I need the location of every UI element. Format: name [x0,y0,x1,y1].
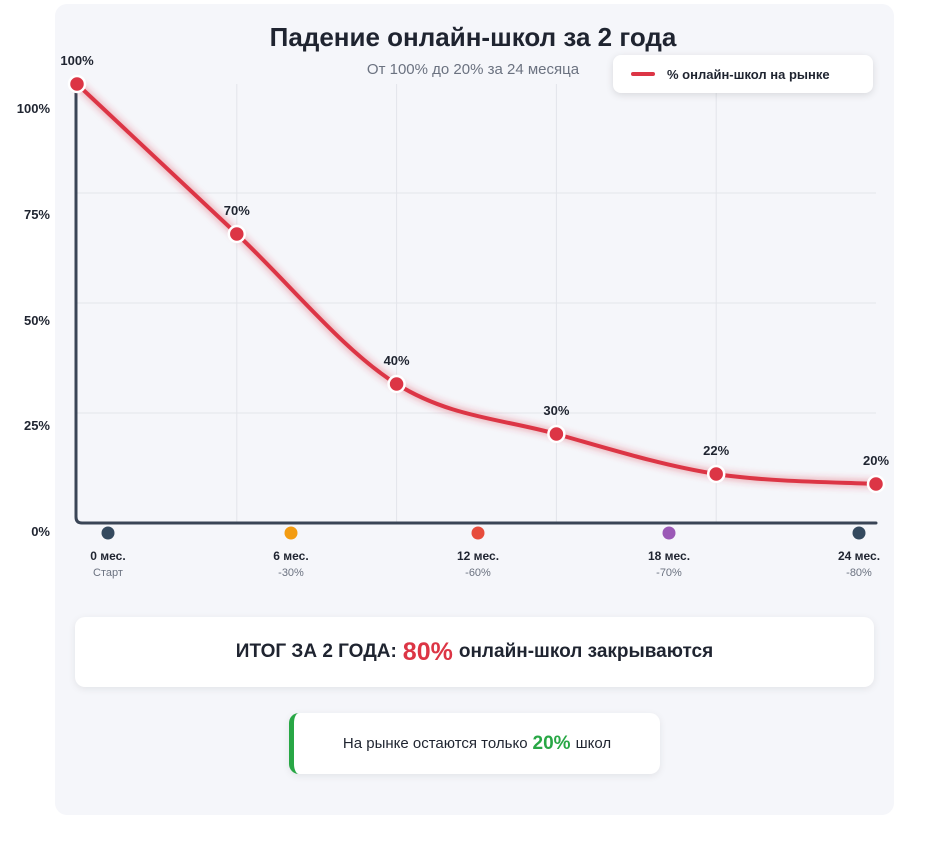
legend-label: % онлайн-школ на рынке [667,66,830,82]
y-tick-label: 100% [17,101,51,116]
milestone-label: 6 мес. [273,549,308,563]
data-label: 100% [60,53,94,68]
data-point[interactable] [547,424,566,444]
milestone-dot [662,526,676,540]
data-point[interactable] [706,464,726,484]
data-label: 40% [384,353,410,368]
y-tick-labels: 0% 25% 50% 75% 100% [17,101,51,539]
milestone-sublabel: Старт [93,567,123,579]
milestone-sublabel: -60% [465,567,491,579]
series-line-glow [74,81,877,488]
data-point[interactable] [387,374,406,394]
summary-prefix: ИТОГ ЗА 2 ГОДА: [235,641,397,662]
data-label: 70% [224,203,250,218]
remaining-note: На рынке остаются только 20% школ [289,713,660,774]
data-label: 30% [543,403,569,418]
milestone-label: 0 мес. [90,549,125,563]
data-labels: 100% 70% 40% 30% 22% 20% [60,53,889,468]
chart-subtitle: От 100% до 20% за 24 месяца [366,61,580,78]
summary-value: 80% [402,637,453,666]
legend: % онлайн-школ на рынке [613,55,873,93]
legend-swatch [631,72,655,76]
data-point[interactable] [227,224,247,244]
y-tick-label: 50% [24,313,50,328]
data-point[interactable] [67,74,87,94]
milestone-dot [852,526,866,540]
data-points [67,74,886,494]
data-point[interactable] [866,474,886,494]
note-prefix: На рынке остаются только [342,735,528,752]
grid [76,84,876,523]
milestone-label: 24 мес. [838,549,880,563]
line-chart: 0% 25% 50% 75% 100% 100% 70% 40% 30% 22% 20% 0 ме… [17,53,890,579]
milestone-dot [471,526,485,540]
summary-box: ИТОГ ЗА 2 ГОДА: 80% онлайн-школ закрываю… [75,617,874,687]
series-line-path [75,82,878,486]
milestones: 0 мес. Старт 6 мес. -30% 12 мес. -60% 18 мес. -… [90,526,880,579]
series-line [74,81,878,488]
y-tick-label: 25% [24,418,50,433]
milestone-label: 12 мес. [457,549,499,563]
y-tick-label: 0% [31,524,50,539]
milestone-dot [284,526,298,540]
milestone-sublabel: -80% [846,567,872,579]
milestone-sublabel: -30% [278,567,304,579]
chart-title: Падение онлайн-школ за 2 года [269,22,677,52]
summary-suffix: онлайн-школ закрываются [458,641,714,662]
milestone-label: 18 мес. [648,549,690,563]
data-label: 22% [703,443,729,458]
axes [74,82,878,525]
note-value: 20% [532,732,571,754]
data-label: 20% [863,453,889,468]
note-suffix: школ [575,735,612,752]
milestone-dot [101,526,115,540]
milestone-sublabel: -70% [656,567,682,579]
axis-lines [74,82,878,525]
y-tick-label: 75% [24,207,50,222]
